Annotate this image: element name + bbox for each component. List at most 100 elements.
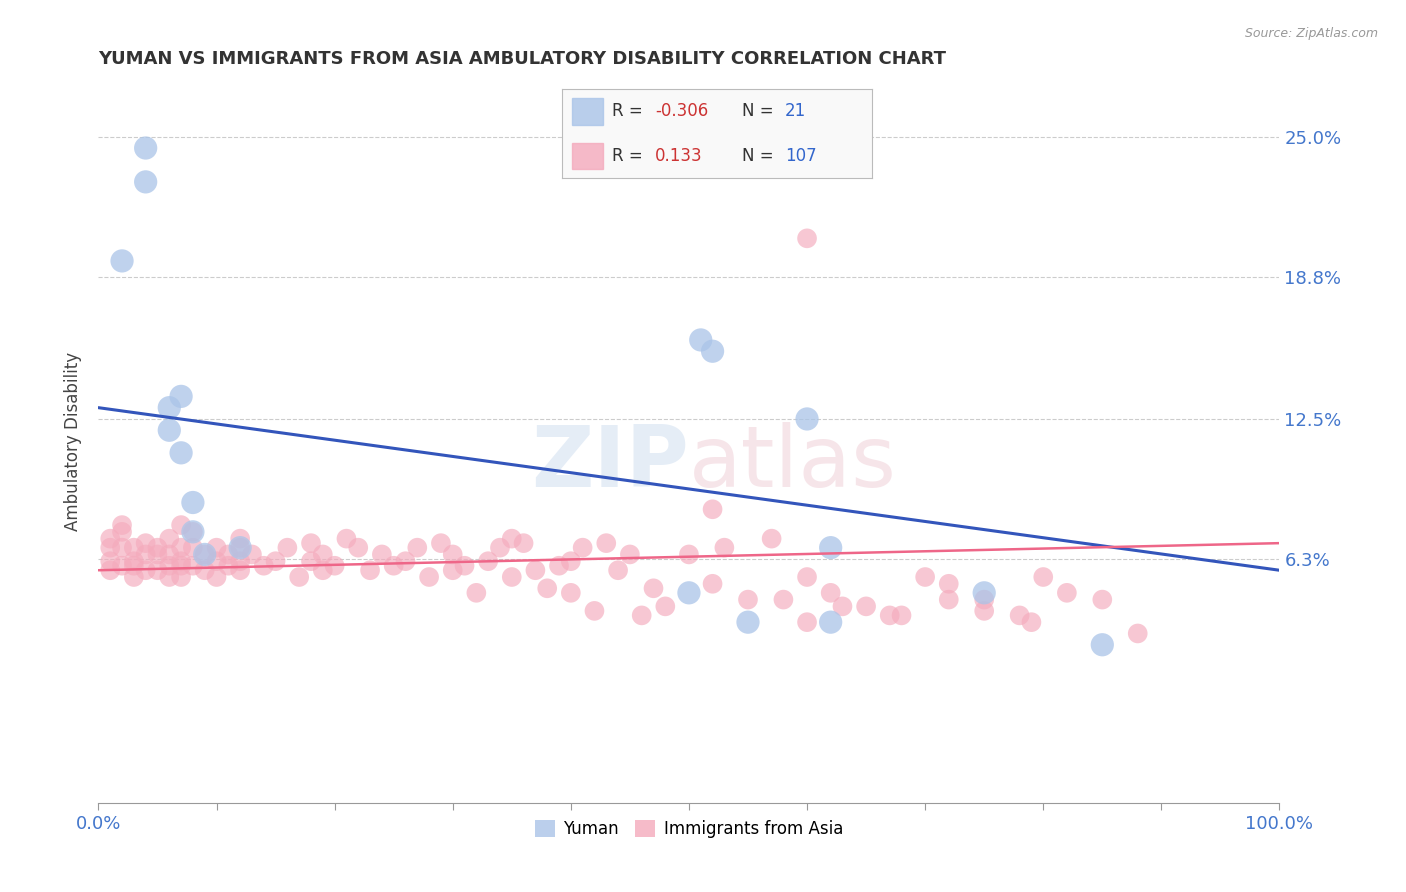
Point <box>890 608 912 623</box>
Point <box>654 599 676 614</box>
Point <box>1021 615 1043 630</box>
Bar <box>572 143 603 169</box>
Point <box>135 175 157 189</box>
Text: R =: R = <box>612 103 643 120</box>
Point <box>595 536 617 550</box>
Point <box>181 495 204 509</box>
Point <box>229 532 252 546</box>
Text: Source: ZipAtlas.com: Source: ZipAtlas.com <box>1244 27 1378 40</box>
Point <box>194 548 217 562</box>
Point <box>111 253 134 268</box>
Point <box>619 548 641 562</box>
Bar <box>572 98 603 125</box>
Point <box>217 548 239 562</box>
Legend: Yuman, Immigrants from Asia: Yuman, Immigrants from Asia <box>529 814 849 845</box>
Point <box>240 548 263 562</box>
Point <box>489 541 512 555</box>
Point <box>441 563 464 577</box>
Point <box>453 558 475 573</box>
Point <box>524 563 547 577</box>
Text: 21: 21 <box>785 103 807 120</box>
Point <box>205 570 228 584</box>
Point <box>194 548 217 562</box>
Point <box>135 548 157 562</box>
Point <box>394 554 416 568</box>
Point <box>299 536 322 550</box>
Point <box>135 563 157 577</box>
Point <box>217 558 239 573</box>
Text: 0.133: 0.133 <box>655 147 703 165</box>
Point <box>98 554 121 568</box>
Text: R =: R = <box>612 147 643 165</box>
Point <box>820 541 842 555</box>
Point <box>135 536 157 550</box>
Point <box>441 17 464 31</box>
Point <box>194 563 217 577</box>
Point <box>477 554 499 568</box>
Point <box>761 532 783 546</box>
Point <box>406 541 429 555</box>
Point <box>560 554 582 568</box>
Point <box>170 554 193 568</box>
Point <box>111 524 134 539</box>
Point <box>678 548 700 562</box>
Point <box>181 541 204 555</box>
Point <box>98 532 121 546</box>
Point <box>111 518 134 533</box>
Point <box>253 558 276 573</box>
Point <box>643 582 665 596</box>
Point <box>879 608 901 623</box>
Point <box>146 563 169 577</box>
Point <box>820 615 842 630</box>
Point <box>501 532 523 546</box>
Point <box>157 532 180 546</box>
Point <box>312 548 335 562</box>
Point <box>299 554 322 568</box>
Point <box>689 333 711 347</box>
Y-axis label: Ambulatory Disability: Ambulatory Disability <box>65 352 83 531</box>
Point <box>157 570 180 584</box>
Point <box>157 401 180 415</box>
Point <box>312 563 335 577</box>
Point <box>1091 592 1114 607</box>
Point <box>157 558 180 573</box>
Point <box>973 604 995 618</box>
Point <box>702 344 724 359</box>
Point <box>122 558 145 573</box>
Point <box>122 570 145 584</box>
Point <box>170 541 193 555</box>
Point <box>938 576 960 591</box>
Text: YUMAN VS IMMIGRANTS FROM ASIA AMBULATORY DISABILITY CORRELATION CHART: YUMAN VS IMMIGRANTS FROM ASIA AMBULATORY… <box>98 50 946 68</box>
Point <box>441 548 464 562</box>
Point <box>181 524 204 539</box>
Point <box>1126 626 1149 640</box>
Point <box>1008 608 1031 623</box>
Point <box>548 558 571 573</box>
Point <box>430 536 453 550</box>
Point <box>371 548 394 562</box>
Point <box>111 558 134 573</box>
Point <box>796 412 818 426</box>
Point <box>98 563 121 577</box>
Point <box>702 502 724 516</box>
Point <box>1032 570 1054 584</box>
Point <box>157 423 180 437</box>
Point <box>973 586 995 600</box>
Point <box>98 541 121 555</box>
Point <box>583 604 606 618</box>
Point <box>796 615 818 630</box>
Point <box>229 563 252 577</box>
Point <box>170 570 193 584</box>
Point <box>181 524 204 539</box>
Point <box>229 541 252 555</box>
Point <box>678 586 700 600</box>
Point <box>170 389 193 403</box>
Point <box>288 570 311 584</box>
Point <box>205 541 228 555</box>
Point <box>205 554 228 568</box>
Text: -0.306: -0.306 <box>655 103 709 120</box>
Point <box>607 563 630 577</box>
Point <box>1091 638 1114 652</box>
Point <box>229 554 252 568</box>
Point <box>229 541 252 555</box>
